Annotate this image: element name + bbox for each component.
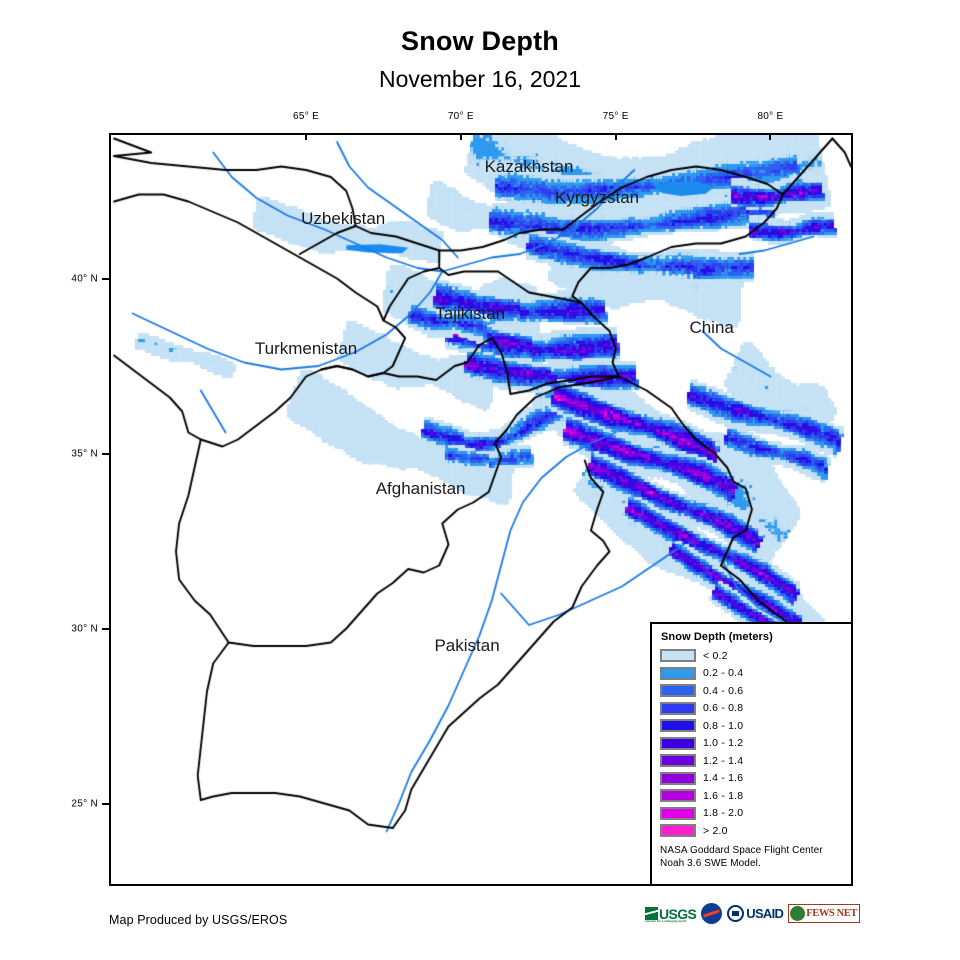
legend-row: 0.8 - 1.0 [660, 717, 843, 735]
legend-swatch-10 [660, 824, 696, 838]
usgs-logo: USGS science for a changing world [644, 903, 697, 924]
usgs-mark-icon [644, 907, 658, 920]
lat-tick-1 [102, 452, 109, 455]
usaid-logo-text: USAID [746, 906, 784, 921]
lon-tick-label-3: 80° E [757, 111, 784, 122]
legend-swatch-0 [660, 649, 696, 663]
legend-row: 0.6 - 0.8 [660, 700, 843, 718]
lat-tick-label-0: 40° N [71, 273, 98, 284]
legend-label-5: 1.0 - 1.2 [703, 737, 744, 750]
legend-row: 1.0 - 1.2 [660, 735, 843, 753]
fews-globe-icon [790, 906, 806, 921]
legend-swatch-7 [660, 771, 696, 785]
legend-label-4: 0.8 - 1.0 [703, 719, 744, 732]
legend-label-10: > 2.0 [703, 824, 728, 837]
legend-credit: NASA Goddard Space Flight Center Noah 3.… [660, 844, 843, 870]
lon-tick-2 [614, 133, 617, 140]
legend-swatch-1 [660, 666, 696, 680]
producer-credit: Map Produced by USGS/EROS [109, 913, 288, 927]
map-frame[interactable] [109, 133, 853, 886]
legend-label-0: < 0.2 [703, 649, 728, 662]
legend-credit-line-1: NASA Goddard Space Flight Center [660, 844, 823, 856]
legend-row: 1.8 - 2.0 [660, 805, 843, 823]
legend-swatch-9 [660, 806, 696, 820]
page-title: Snow Depth [401, 26, 559, 56]
legend-label-2: 0.4 - 0.6 [703, 684, 744, 697]
legend-entry-list: < 0.2 0.2 - 0.4 0.4 - 0.6 0.6 - 0.8 0.8 - 1.… [660, 647, 843, 840]
legend-row: 0.2 - 0.4 [660, 665, 843, 683]
lon-tick-label-2: 75° E [602, 111, 629, 122]
legend-row: 1.2 - 1.4 [660, 752, 843, 770]
legend-label-3: 0.6 - 0.8 [703, 702, 744, 715]
lon-tick-1 [459, 133, 462, 140]
legend-row: 1.4 - 1.6 [660, 770, 843, 788]
nasa-meatball-icon [701, 903, 723, 924]
map-header: Snow Depth November 16, 2021 [0, 0, 960, 91]
nasa-logo [701, 903, 723, 924]
lat-tick-label-2: 30° N [71, 623, 98, 634]
usgs-logo-text: USGS [658, 905, 697, 922]
legend-title: Snow Depth (meters) [661, 631, 773, 643]
lon-tick-3 [769, 133, 772, 140]
legend-row: 0.4 - 0.6 [660, 682, 843, 700]
legend-row: > 2.0 [660, 822, 843, 840]
fews-net-logo-text: FEWS NET [806, 908, 857, 919]
usaid-seal-icon [727, 905, 745, 922]
legend-label-9: 1.8 - 2.0 [703, 807, 744, 820]
legend-row: < 0.2 [660, 647, 843, 665]
lon-tick-label-1: 70° E [447, 111, 474, 122]
legend-swatch-4 [660, 719, 696, 733]
legend-swatch-6 [660, 754, 696, 768]
legend-row: 1.6 - 1.8 [660, 787, 843, 805]
legend-credit-line-2: Noah 3.6 SWE Model. [660, 857, 761, 869]
legend-label-1: 0.2 - 0.4 [703, 667, 744, 680]
legend-swatch-8 [660, 789, 696, 803]
lat-tick-2 [102, 627, 109, 630]
legend-swatch-5 [660, 736, 696, 750]
legend-panel: Snow Depth (meters) < 0.2 0.2 - 0.4 0.4 - … [650, 622, 853, 886]
lat-tick-3 [102, 802, 109, 805]
lon-tick-0 [305, 133, 308, 140]
legend-swatch-2 [660, 684, 696, 698]
lon-tick-label-0: 65° E [293, 111, 320, 122]
legend-label-8: 1.6 - 1.8 [703, 789, 744, 802]
legend-swatch-3 [660, 701, 696, 715]
fews-net-logo: FEWS NET [788, 903, 860, 924]
logo-bar: USGS science for a changing world USAID … [644, 903, 860, 924]
legend-label-7: 1.4 - 1.6 [703, 772, 744, 785]
lat-tick-label-3: 25° N [71, 798, 98, 809]
map-date-subtitle: November 16, 2021 [378, 66, 581, 92]
usgs-logo-subtext: science for a changing world [644, 918, 687, 923]
legend-label-6: 1.2 - 1.4 [703, 754, 744, 767]
lat-tick-0 [102, 277, 109, 280]
lat-tick-label-1: 35° N [71, 448, 98, 459]
usaid-logo: USAID [727, 903, 784, 924]
